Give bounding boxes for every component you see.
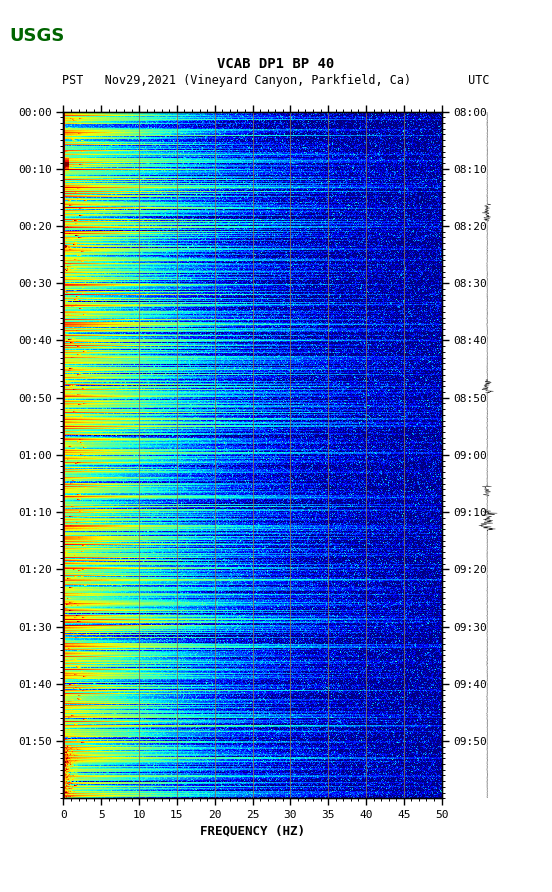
Text: USGS: USGS <box>9 27 65 45</box>
X-axis label: FREQUENCY (HZ): FREQUENCY (HZ) <box>200 824 305 838</box>
Text: PST   Nov29,2021 (Vineyard Canyon, Parkfield, Ca)        UTC: PST Nov29,2021 (Vineyard Canyon, Parkfie… <box>62 74 490 87</box>
Text: VCAB DP1 BP 40: VCAB DP1 BP 40 <box>217 57 335 71</box>
